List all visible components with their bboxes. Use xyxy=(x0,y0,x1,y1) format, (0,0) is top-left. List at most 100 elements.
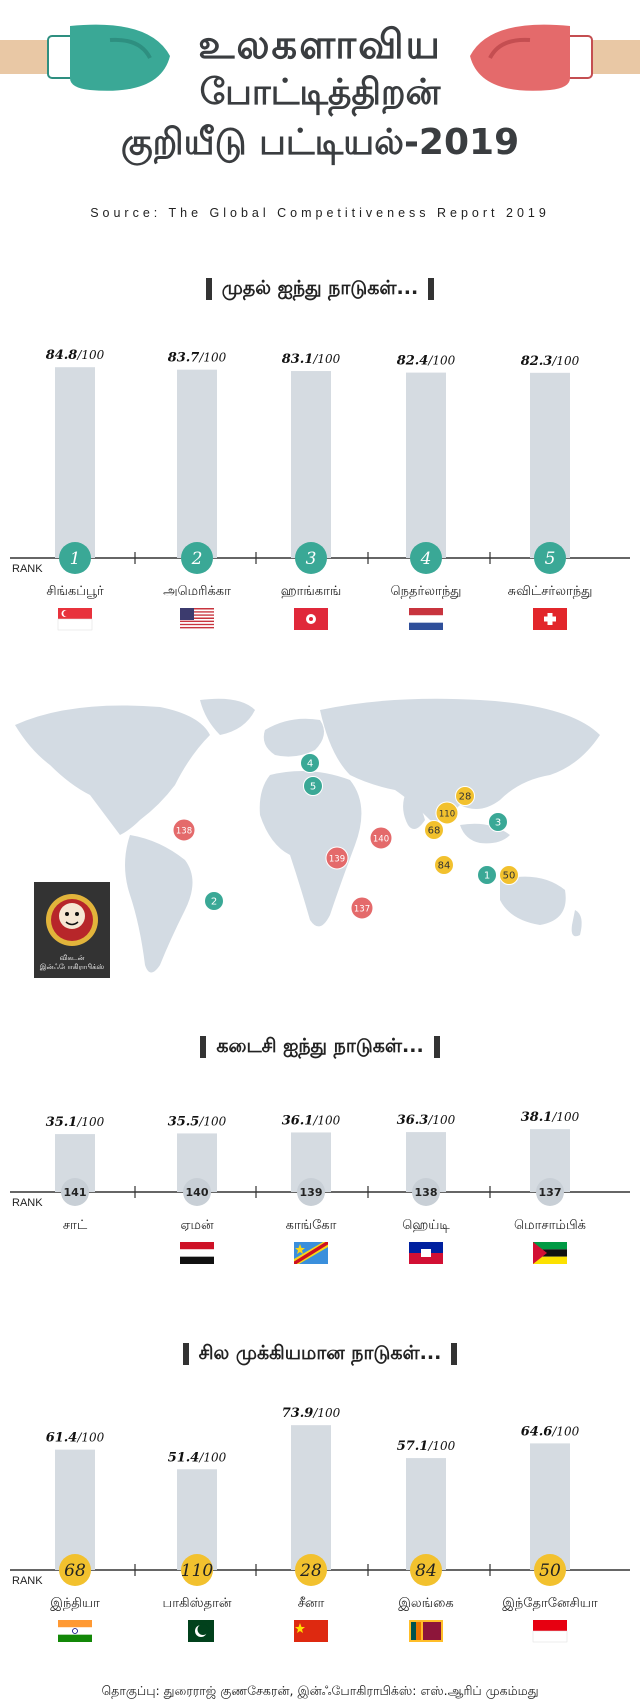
map-marker xyxy=(300,753,320,773)
usa-flag-icon xyxy=(180,608,214,630)
divider xyxy=(451,1342,458,1365)
rank-number: 141 xyxy=(64,1186,87,1199)
red-boxing-glove-icon xyxy=(470,24,640,91)
rank-axis-label: RANK xyxy=(12,563,43,575)
map-marker xyxy=(204,891,224,911)
vikatan-logo: விகடன் இன்ஃபோகிராபிக்ஸ் xyxy=(34,882,110,978)
map-marker-label: 2 xyxy=(211,897,217,908)
map-marker-label: 137 xyxy=(354,905,370,915)
rank-badge xyxy=(536,1178,564,1206)
rank-axis-label: RANK xyxy=(12,1575,43,1587)
map-marker xyxy=(488,812,508,832)
map-marker xyxy=(325,846,349,870)
map-markers: 4 5 138 140 139 137 2 28 110 68 3 84 1 50 xyxy=(172,753,519,920)
map-marker xyxy=(435,801,459,825)
country-label: ஏமன் xyxy=(180,1218,214,1233)
map-marker-label: 140 xyxy=(373,835,389,845)
map-marker xyxy=(369,826,393,850)
rank-number: 140 xyxy=(186,1186,209,1199)
country-label: காங்கோ xyxy=(286,1218,337,1233)
section-title-text: கடைசி ஐந்து நாடுகள்... xyxy=(216,1035,424,1057)
divider xyxy=(433,1035,440,1058)
map-marker-label: 68 xyxy=(428,826,441,837)
rank-axis-label: RANK xyxy=(12,1197,43,1209)
singapore-flag-icon xyxy=(57,608,93,631)
bar xyxy=(406,372,446,558)
rank-number: 84 xyxy=(415,1561,437,1581)
map-land xyxy=(15,698,600,973)
bar xyxy=(55,367,95,558)
map-marker xyxy=(477,865,497,885)
congo-flag-icon xyxy=(294,1242,328,1264)
page-title-line3: குறியீடு பட்டியல்-2019 xyxy=(120,122,520,163)
srilanka-flag-icon xyxy=(409,1620,443,1642)
bar xyxy=(55,1449,95,1570)
map-marker-label: 4 xyxy=(307,759,313,770)
indonesia-flag-icon xyxy=(532,1620,568,1643)
value-label: 73.9/100 xyxy=(282,1406,341,1421)
haiti-flag-icon xyxy=(409,1242,443,1264)
value-label: 36.3/100 xyxy=(397,1113,456,1128)
page-title-line1: உலகளாவிய xyxy=(198,22,442,68)
switzerland-flag-icon xyxy=(533,608,567,630)
yemen-flag-icon xyxy=(180,1242,214,1264)
rank-number: 50 xyxy=(539,1561,561,1581)
map-marker-label: 3 xyxy=(495,818,501,829)
value-label: 57.1/100 xyxy=(397,1439,456,1454)
rank-badge xyxy=(181,542,213,574)
rank-number: 3 xyxy=(306,549,317,569)
value-label: 51.4/100 xyxy=(168,1450,227,1465)
divider xyxy=(200,1035,207,1058)
country-label: நெதர்லாந்து xyxy=(391,584,462,599)
bar xyxy=(291,371,331,558)
bar xyxy=(530,372,570,558)
page-title-line2: போட்டித்திறன் xyxy=(199,72,441,113)
map-marker xyxy=(172,818,196,842)
hongkong-flag-icon xyxy=(294,608,328,630)
map-marker xyxy=(350,896,374,920)
country-label: ஹாங்காங் xyxy=(281,584,342,599)
china-flag-icon xyxy=(294,1620,328,1642)
rank-number: 1 xyxy=(70,549,81,569)
rank-badge xyxy=(410,1554,442,1586)
map-marker-label: 1 xyxy=(484,871,490,882)
credits: தொகுப்பு: துரைராஜ் குணசேகரன், இன்ஃபோகிரா… xyxy=(101,1683,539,1698)
value-label: 36.1/100 xyxy=(282,1113,341,1128)
country-label: சுவிட்சர்லாந்து xyxy=(508,584,593,599)
country-label: மொசாம்பிக் xyxy=(514,1218,586,1233)
map-marker xyxy=(424,820,444,840)
rank-number: 138 xyxy=(415,1186,438,1199)
bottom-five-bar-chart: RANK 35.1/100 141 சாட் 35.5/100 140 ஏமன் 36.1/1… xyxy=(10,1110,630,1264)
country-label: ஹெய்டி xyxy=(402,1218,450,1233)
map-marker xyxy=(455,786,475,806)
map-marker-label: 84 xyxy=(438,861,451,872)
country-label: சீனா xyxy=(298,1596,325,1611)
map-marker xyxy=(303,776,323,796)
world-map: 4 5 138 140 139 137 2 28 110 68 3 84 1 50 xyxy=(15,698,600,973)
mozambique-flag-icon xyxy=(533,1242,567,1264)
country-label: அமெரிக்கா xyxy=(163,584,231,599)
section-title-top-five: முதல் ஐந்து நாடுகள்... xyxy=(0,277,640,302)
rank-badge xyxy=(295,542,327,574)
rank-badge xyxy=(534,1554,566,1586)
value-label: 35.1/100 xyxy=(46,1115,105,1130)
country-label: சிங்கப்பூர் xyxy=(46,584,104,599)
rank-number: 2 xyxy=(191,549,203,569)
value-label: 35.5/100 xyxy=(168,1114,227,1129)
value-label: 38.1/100 xyxy=(521,1110,580,1125)
value-label: 61.4/100 xyxy=(46,1431,105,1446)
rank-badge xyxy=(410,542,442,574)
divider xyxy=(428,277,435,300)
divider xyxy=(182,1342,189,1365)
country-label: இந்தியா xyxy=(50,1596,100,1611)
map-marker-label: 28 xyxy=(459,792,472,803)
value-label: 82.3/100 xyxy=(521,354,580,369)
rank-badge xyxy=(59,542,91,574)
map-marker-label: 50 xyxy=(503,871,516,882)
rank-badge xyxy=(412,1178,440,1206)
map-marker xyxy=(434,855,454,875)
country-label: பாகிஸ்தான் xyxy=(163,1596,232,1611)
top-five-bar-chart: RANK 84.8/100 1 சிங்கப்பூர் 83.7/100 2 அமெரிக்… xyxy=(10,348,630,631)
bar xyxy=(177,369,217,558)
bar xyxy=(177,1469,217,1570)
